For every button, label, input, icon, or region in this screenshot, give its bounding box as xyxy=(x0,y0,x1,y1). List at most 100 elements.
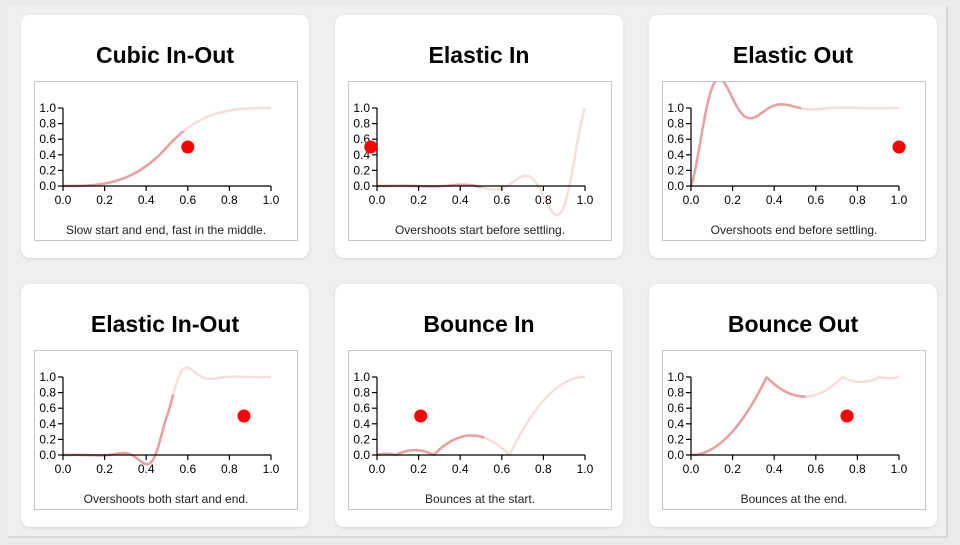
chart-description: Overshoots both start and end. xyxy=(83,492,249,506)
y-tick-label: 0.6 xyxy=(667,401,684,415)
y-tick-label: 0.0 xyxy=(39,179,56,193)
x-tick-label: 0.8 xyxy=(849,193,866,207)
easing-chart: 0.0 0.2 0.4 0.6 0.8 1.00.00.20.40.60.81.0 xyxy=(667,370,908,476)
easing-curve-progress xyxy=(62,130,185,188)
x-tick-label: 0.6 xyxy=(493,462,510,476)
y-tick-label: 0.0 xyxy=(667,179,684,193)
y-tick-label: 1.0 xyxy=(667,370,684,384)
axes xyxy=(376,108,585,187)
axes xyxy=(690,108,899,187)
x-tick-label: 0.0 xyxy=(683,193,700,207)
y-tick-label: 0.6 xyxy=(667,132,684,146)
x-tick-label: 0.0 xyxy=(55,193,72,207)
easing-chart: 0.0 0.2 0.4 0.6 0.8 1.00.00.20.40.60.81.0 xyxy=(667,82,908,207)
x-tick-label: 0.6 xyxy=(807,193,824,207)
plot-area: 0.0 0.2 0.4 0.6 0.8 1.0 0.0 0.2 0.4 0.6 0.8 1.0 Over… xyxy=(348,81,612,241)
x-tick-label: 0.4 xyxy=(138,193,155,207)
easing-card: Elastic In 0.0 0.2 0.4 0.6 0.8 1.0 0.0 0.2 0.4 0.6… xyxy=(335,15,623,258)
card-title: Bounce Out xyxy=(727,311,859,337)
x-tick-label: 0.6 xyxy=(807,462,824,476)
easing-chart: 0.0 0.2 0.4 0.6 0.8 1.00.00.20.40.60.81.0 xyxy=(39,366,280,476)
x-tick-label: 0.0 xyxy=(683,462,700,476)
easing-chart: 0.0 0.2 0.4 0.6 0.8 1.00.00.20.40.60.81.0 xyxy=(353,370,594,476)
x-tick-label: 0.0 xyxy=(55,462,72,476)
x-tick-label: 1.0 xyxy=(891,462,908,476)
card-title: Elastic In-Out xyxy=(90,311,240,337)
x-tick-label: 0.8 xyxy=(221,193,238,207)
y-tick-label: 0.2 xyxy=(667,163,684,177)
y-tick-label: 0.2 xyxy=(39,163,56,177)
plot-area: 0.0 0.2 0.4 0.6 0.8 1.0 0.0 0.2 0.4 0.6 0.8 1.0 Over… xyxy=(662,81,926,241)
y-tick-label: 0.2 xyxy=(353,432,370,446)
y-tick-label: 0.8 xyxy=(39,386,56,400)
x-tick-label: 1.0 xyxy=(577,462,594,476)
y-tick-label: 0.4 xyxy=(39,417,56,431)
easing-card: Cubic In-Out 0.0 0.2 0.4 0.6 0.8 1.0 0.0 0.2 0.4 0… xyxy=(21,15,309,258)
card-title: Bounce In xyxy=(423,311,535,337)
y-tick-label: 1.0 xyxy=(39,101,56,115)
card-title: Elastic In xyxy=(428,42,530,68)
y-tick-label: 0.0 xyxy=(39,448,56,462)
x-tick-label: 0.8 xyxy=(535,462,552,476)
x-tick-label: 0.2 xyxy=(410,193,427,207)
progress-marker xyxy=(414,409,428,423)
y-tick-label: 0.0 xyxy=(667,448,684,462)
y-tick-label: 0.0 xyxy=(353,448,370,462)
progress-marker xyxy=(892,140,906,154)
y-tick-label: 0.2 xyxy=(667,432,684,446)
x-tick-label: 0.2 xyxy=(724,193,741,207)
x-tick-label: 1.0 xyxy=(577,193,594,207)
axes xyxy=(690,377,899,456)
easing-curve-progress xyxy=(689,82,802,187)
y-tick-label: 1.0 xyxy=(353,370,370,384)
x-tick-label: 1.0 xyxy=(263,462,280,476)
x-tick-label: 0.6 xyxy=(179,193,196,207)
card-title: Cubic In-Out xyxy=(96,42,234,68)
y-tick-label: 0.0 xyxy=(353,179,370,193)
y-tick-label: 0.6 xyxy=(353,401,370,415)
y-tick-label: 0.4 xyxy=(353,417,370,431)
x-tick-label: 0.8 xyxy=(849,462,866,476)
x-tick-label: 0.0 xyxy=(369,193,386,207)
x-tick-label: 0.6 xyxy=(179,462,196,476)
progress-marker xyxy=(364,140,378,154)
x-tick-label: 0.4 xyxy=(766,193,783,207)
progress-marker xyxy=(237,409,251,423)
chart-description: Bounces at the end. xyxy=(740,492,848,506)
easing-chart: 0.0 0.2 0.4 0.6 0.8 1.00.00.20.40.60.81.0 xyxy=(353,101,594,217)
x-tick-label: 0.2 xyxy=(96,193,113,207)
y-tick-label: 0.8 xyxy=(667,386,684,400)
x-tick-label: 0.4 xyxy=(766,462,783,476)
easing-card: Bounce Out 0.0 0.2 0.4 0.6 0.8 1.0 0.0 0.2 0.4 0.6… xyxy=(649,284,937,527)
chart-description: Slow start and end, fast in the middle. xyxy=(65,223,267,237)
x-tick-label: 0.2 xyxy=(724,462,741,476)
easing-chart: 0.0 0.2 0.4 0.6 0.8 1.00.00.20.40.60.81.0 xyxy=(39,101,280,207)
chart-description: Overshoots start before settling. xyxy=(394,223,566,237)
x-tick-label: 1.0 xyxy=(891,193,908,207)
easing-curve-progress xyxy=(62,394,175,466)
y-tick-label: 0.4 xyxy=(667,148,684,162)
easing-curve xyxy=(689,82,900,187)
easing-curve xyxy=(376,107,587,217)
progress-marker xyxy=(840,409,854,423)
plot-area: 0.0 0.2 0.4 0.6 0.8 1.0 0.0 0.2 0.4 0.6 0.8 1.0 Boun… xyxy=(348,350,612,510)
x-tick-label: 0.4 xyxy=(452,462,469,476)
plot-area: 0.0 0.2 0.4 0.6 0.8 1.0 0.0 0.2 0.4 0.6 0.8 1.0 Over… xyxy=(34,350,298,510)
easing-curve-progress xyxy=(690,376,806,457)
chart-description: Bounces at the start. xyxy=(424,492,536,506)
y-tick-label: 0.8 xyxy=(667,117,684,131)
y-tick-label: 0.6 xyxy=(39,401,56,415)
x-tick-label: 0.4 xyxy=(452,193,469,207)
axes xyxy=(62,377,271,456)
y-tick-label: 0.4 xyxy=(667,417,684,431)
y-tick-label: 1.0 xyxy=(353,101,370,115)
y-tick-label: 0.2 xyxy=(39,432,56,446)
x-tick-label: 1.0 xyxy=(263,193,280,207)
axes xyxy=(62,108,271,187)
chart-description: Overshoots end before settling. xyxy=(710,223,878,237)
plot-area: 0.0 0.2 0.4 0.6 0.8 1.0 0.0 0.2 0.4 0.6 0.8 1.0 Slow… xyxy=(34,81,298,241)
plot-area: 0.0 0.2 0.4 0.6 0.8 1.0 0.0 0.2 0.4 0.6 0.8 1.0 Boun… xyxy=(662,350,926,510)
axes xyxy=(376,377,585,456)
x-tick-label: 0.2 xyxy=(96,462,113,476)
easing-card: Bounce In 0.0 0.2 0.4 0.6 0.8 1.0 0.0 0.2 0.4 0.6 0… xyxy=(335,284,623,527)
